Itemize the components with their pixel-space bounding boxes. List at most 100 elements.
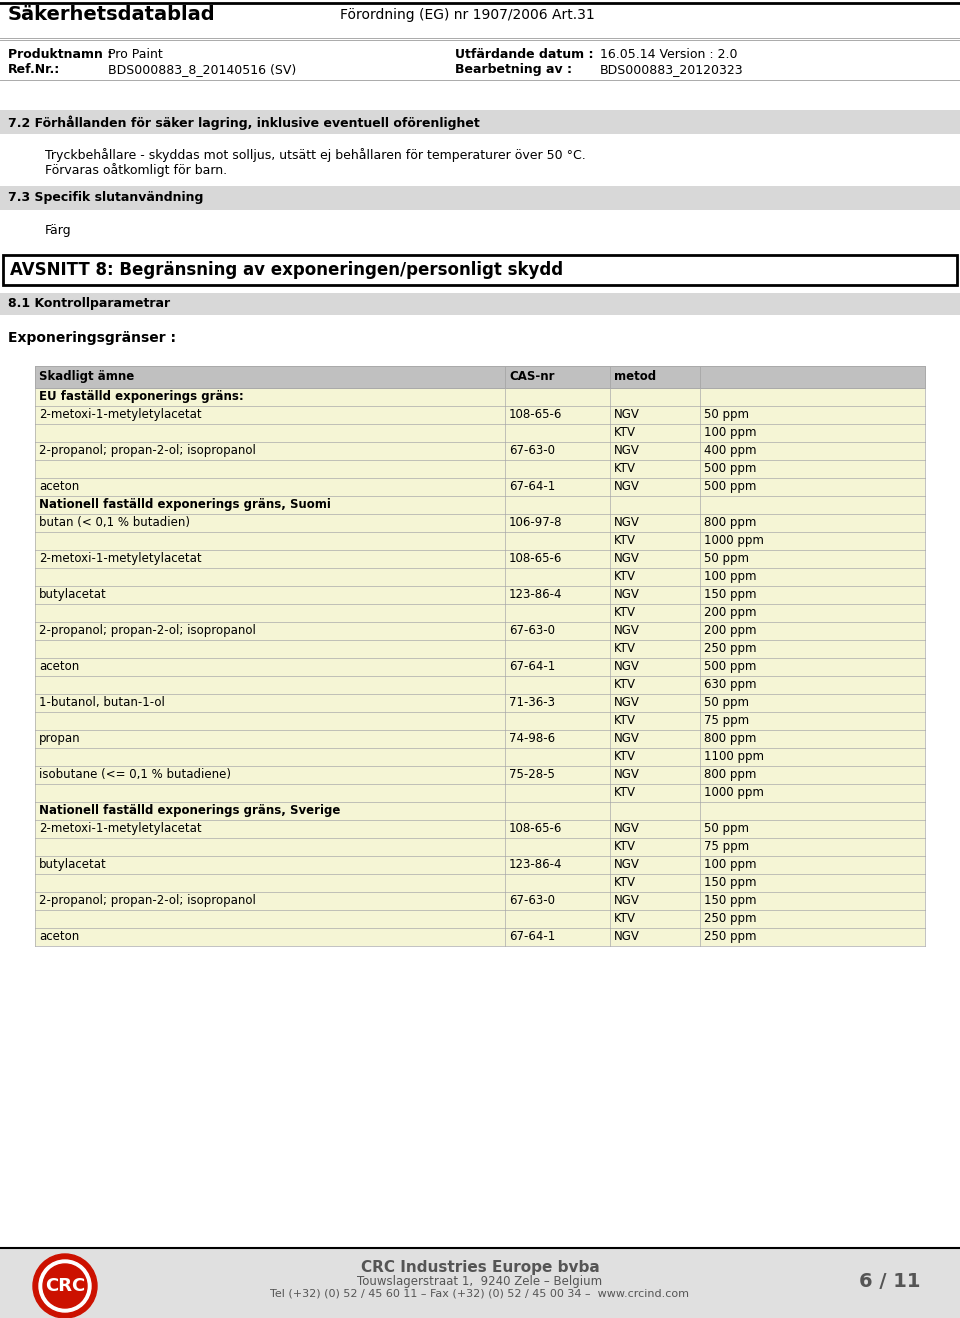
Bar [0,1248,960,1318]
Text: KTV: KTV [614,463,636,474]
Bar [35,604,925,622]
Text: NGV: NGV [614,517,640,529]
Text: 100 ppm: 100 ppm [704,569,756,583]
Bar [35,749,925,766]
Text: 8.1 Kontrollparametrar: 8.1 Kontrollparametrar [8,297,170,310]
Text: 1-butanol, butan-1-ol: 1-butanol, butan-1-ol [39,696,165,709]
Text: KTV: KTV [614,606,636,619]
Text: butylacetat: butylacetat [39,858,107,871]
Text: 150 ppm: 150 ppm [704,894,756,907]
Text: Nationell faställd exponerings gräns, Sverige: Nationell faställd exponerings gräns, Sv… [39,804,341,817]
Text: 75 ppm: 75 ppm [704,840,749,853]
Text: 67-64-1: 67-64-1 [509,660,555,673]
Text: 200 ppm: 200 ppm [704,623,756,637]
Text: KTV: KTV [614,876,636,890]
Bar [0,109,960,134]
Text: KTV: KTV [614,569,636,583]
Text: 50 ppm: 50 ppm [704,552,749,565]
Text: 67-63-0: 67-63-0 [509,623,555,637]
Text: 2-metoxi-1-metyletylacetat: 2-metoxi-1-metyletylacetat [39,552,202,565]
Text: Touwslagerstraat 1,  9240 Zele – Belgium: Touwslagerstraat 1, 9240 Zele – Belgium [357,1275,603,1288]
Text: NGV: NGV [614,480,640,493]
Bar [35,801,925,820]
Text: 50 ppm: 50 ppm [704,696,749,709]
Text: 2-metoxi-1-metyletylacetat: 2-metoxi-1-metyletylacetat [39,409,202,420]
Text: 2-propanol; propan-2-ol; isopropanol: 2-propanol; propan-2-ol; isopropanol [39,894,256,907]
Text: isobutane (<= 0,1 % butadiene): isobutane (<= 0,1 % butadiene) [39,768,231,782]
Text: 71-36-3: 71-36-3 [509,696,555,709]
Text: NGV: NGV [614,894,640,907]
Bar [35,622,925,641]
Text: 106-97-8: 106-97-8 [509,517,563,529]
Text: 630 ppm: 630 ppm [704,677,756,691]
Bar [35,820,925,838]
Text: 75-28-5: 75-28-5 [509,768,555,782]
Text: NGV: NGV [614,696,640,709]
Text: NGV: NGV [614,731,640,745]
Text: KTV: KTV [614,534,636,547]
Bar [35,712,925,730]
Bar [35,514,925,532]
Text: Tel (+32) (0) 52 / 45 60 11 – Fax (+32) (0) 52 / 45 00 34 –  www.crcind.com: Tel (+32) (0) 52 / 45 60 11 – Fax (+32) … [271,1289,689,1300]
Text: NGV: NGV [614,552,640,565]
Text: 500 ppm: 500 ppm [704,480,756,493]
Text: CAS-nr: CAS-nr [509,370,555,384]
Text: NGV: NGV [614,588,640,601]
Bar [35,442,925,460]
Text: BDS000883_8_20140516 (SV): BDS000883_8_20140516 (SV) [108,63,297,76]
Text: 1000 ppm: 1000 ppm [704,786,764,799]
Text: BDS000883_20120323: BDS000883_20120323 [600,63,744,76]
Text: EU faställd exponerings gräns:: EU faställd exponerings gräns: [39,390,244,403]
Text: Säkerhetsdatablad: Säkerhetsdatablad [8,5,216,24]
Text: 800 ppm: 800 ppm [704,731,756,745]
Text: Utfärdande datum :: Utfärdande datum : [455,47,593,61]
Text: 7.2 Förhållanden för säker lagring, inklusive eventuell oförenlighet: 7.2 Förhållanden för säker lagring, inkl… [8,115,480,129]
Text: Pro Paint: Pro Paint [108,47,163,61]
Bar [35,532,925,550]
Bar [35,730,925,749]
Text: 67-64-1: 67-64-1 [509,931,555,942]
Text: NGV: NGV [614,409,640,420]
Text: 108-65-6: 108-65-6 [509,822,563,836]
Text: 400 ppm: 400 ppm [704,444,756,457]
Bar [35,909,925,928]
Bar [35,550,925,568]
Text: 123-86-4: 123-86-4 [509,858,563,871]
Bar [35,568,925,587]
Bar [35,460,925,478]
Text: 100 ppm: 100 ppm [704,426,756,439]
Bar [35,478,925,496]
Text: KTV: KTV [614,786,636,799]
Text: 800 ppm: 800 ppm [704,517,756,529]
Text: NGV: NGV [614,931,640,942]
Bar [35,892,925,909]
Bar [35,496,925,514]
Text: NGV: NGV [614,768,640,782]
Text: Bearbetning av :: Bearbetning av : [455,63,572,76]
Text: Färg: Färg [45,224,72,237]
Text: 2-metoxi-1-metyletylacetat: 2-metoxi-1-metyletylacetat [39,822,202,836]
Bar [3,254,957,285]
Bar [35,928,925,946]
Text: NGV: NGV [614,623,640,637]
Bar [35,766,925,784]
Text: Ref.Nr.:: Ref.Nr.: [8,63,60,76]
Bar [35,855,925,874]
Text: 250 ppm: 250 ppm [704,931,756,942]
Text: KTV: KTV [614,912,636,925]
Text: propan: propan [39,731,81,745]
Text: NGV: NGV [614,660,640,673]
Circle shape [33,1253,97,1318]
Text: 150 ppm: 150 ppm [704,876,756,890]
Text: 16.05.14 Version : 2.0: 16.05.14 Version : 2.0 [600,47,737,61]
Bar [35,366,925,387]
Text: 7.3 Specifik slutanvändning: 7.3 Specifik slutanvändning [8,191,204,204]
Bar [35,784,925,801]
Circle shape [39,1260,91,1311]
Bar [0,186,960,210]
Text: 67-64-1: 67-64-1 [509,480,555,493]
Text: 74-98-6: 74-98-6 [509,731,555,745]
Text: Exponeringsgränser :: Exponeringsgränser : [8,331,176,345]
Text: 500 ppm: 500 ppm [704,463,756,474]
Bar [35,387,925,406]
